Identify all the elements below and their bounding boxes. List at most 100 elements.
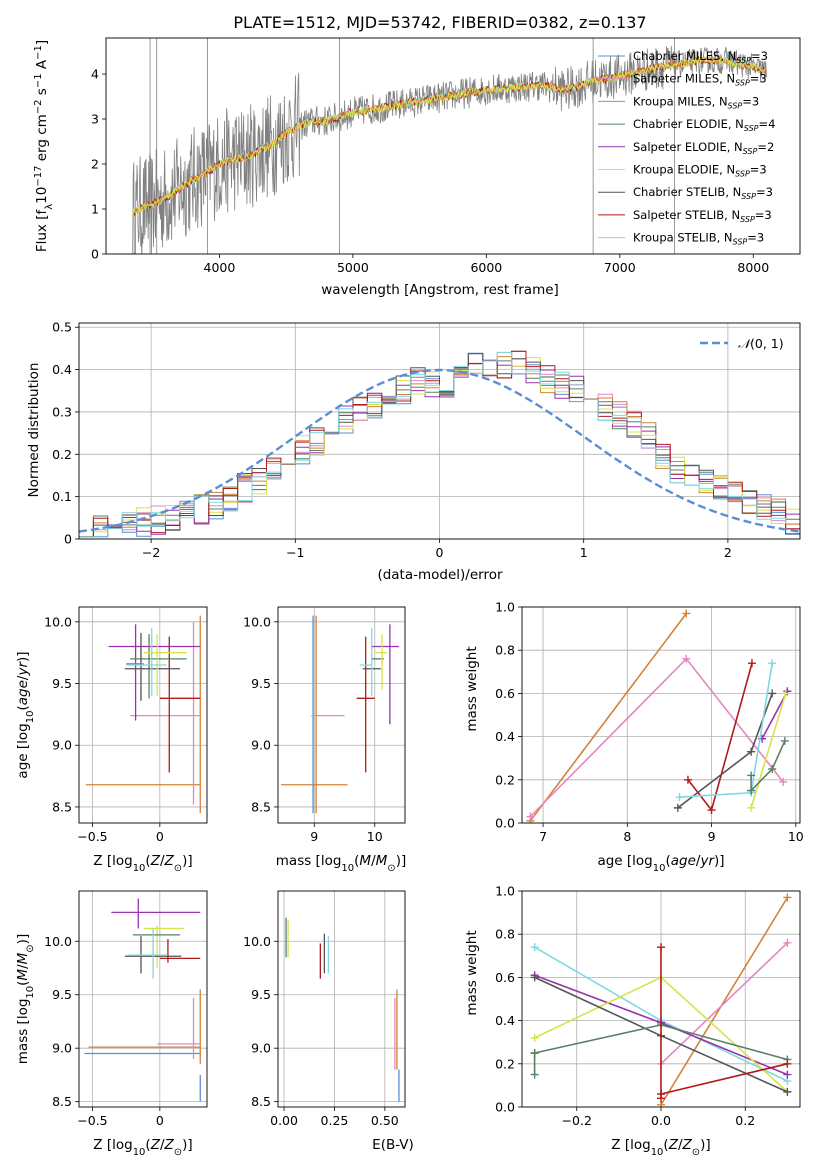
xtick-label: 8 [623,829,631,844]
series-marker-kroupa_stelib [768,659,777,668]
axes-residuals: −2 −1 0 1 2 0 0.1 0.2 0.3 0.4 0.5 [52,320,801,560]
xtick-label: 2 [724,545,732,560]
ytick-label: 8.5 [52,1094,72,1109]
ytick-label: 0 [64,532,72,547]
xtick-label: 10 [367,829,383,844]
axes-frame [277,606,406,824]
ytick-label: 9.0 [52,738,72,753]
ytick-label: 9.5 [251,676,271,691]
xtick-label: 0.0 [651,1113,671,1128]
series-marker-chabrier_elodie [530,1070,539,1079]
series-marker-salpeter_stelib [657,1094,665,1103]
series-marker-kroupa_stelib [530,943,539,952]
plot-area-mass_vs_z [84,898,201,1102]
series-line-kroupa_elodie [750,693,787,809]
age-ylabel: age [log10(age/yr)] [15,651,36,778]
series-marker-chabrier_stelib [747,747,756,756]
ytick-label: 0.4 [495,729,515,744]
ytick-label: 0.4 [52,362,72,377]
xtick-label: 6000 [470,260,502,275]
axes-frame [277,890,406,1108]
age-z-xlabel: Z [log10(Z/Z⊙)] [93,853,192,874]
mass-z-xlabel: Z [log10(Z/Z⊙)] [93,1137,192,1158]
xtick-label: −0.5 [77,829,107,844]
histogram-kroupa_stelib [79,352,800,539]
ytick-label: 0.8 [495,643,515,658]
ytick-label: 10.0 [243,614,271,629]
ytick-label: 8.5 [251,799,271,814]
ytick-label: 9.5 [52,676,72,691]
axes-age_vs_z: −0.5 0 8.5 9.0 9.5 10.0 [44,606,208,844]
legend-label-normal: 𝒩(0, 1) [738,336,784,351]
xtick-label: 0.2 [735,1113,755,1128]
axes-mass_vs_z: −0.5 0 8.5 9.0 9.5 10.0 [44,890,208,1128]
ytick-label: 0.6 [495,970,515,985]
axes-frame [105,37,801,255]
ytick-label: 0.6 [495,686,515,701]
ytick-label: 3 [91,112,99,127]
xtick-label: 10 [788,829,804,844]
series-marker-salpeter_miles [779,777,788,786]
series-marker-kroupa_miles [682,609,691,618]
ytick-label: 0.4 [495,1013,515,1028]
ytick-label: 0.0 [495,1100,515,1115]
xtick-label: 0 [156,829,164,844]
xtick-label: 0 [156,1113,164,1128]
series-marker-salpeter_stelib [783,1059,792,1068]
ytick-label: 10.0 [44,934,72,949]
ytick-label: 9.5 [52,987,72,1002]
axes-spectrum: 4000 5000 6000 7000 8000 0 1 2 3 4 [91,37,801,275]
xtick-label: −1 [286,545,304,560]
series-marker-chabrier_elodie [747,771,756,780]
legend-label-kroupa_stelib: Kroupa STELIB, NSSP=3 [633,231,764,247]
series-marker-salpeter_miles [526,812,535,821]
legend-label-chabrier_stelib: Chabrier STELIB, NSSP=3 [633,185,773,201]
ytick-label: 9.0 [251,1041,271,1056]
series-marker-kroupa_miles [783,893,792,902]
series-marker-chabrier_elodie [747,786,756,795]
normal-curve [79,368,800,533]
xtick-label: 8000 [737,260,769,275]
ytick-label: 1.0 [495,600,515,615]
series-line-salpeter_stelib [660,1063,788,1095]
xtick-label: 0 [436,545,444,560]
axes-mass_vs_ebv: 0.00 0.25 0.50 8.5 9.0 9.5 10.0 [243,890,406,1128]
series-marker-kroupa_elodie [747,803,756,812]
ytick-label: 1 [91,202,99,217]
plot-area-age_vs_z [85,615,201,814]
series-marker-chabrier_elodie [530,1049,539,1057]
xtick-label: 0.00 [270,1113,298,1128]
series-marker-chabrier_stelib [530,973,539,982]
spectrum-legend: Chabrier MILES, NSSP=3 Salpeter MILES, NS… [598,49,775,247]
legend-label-kroupa_elodie: Kroupa ELODIE, NSSP=3 [633,163,767,179]
histogram-salpeter_elodie [79,360,800,539]
legend-label-salpeter_stelib: Salpeter STELIB, NSSP=3 [633,208,772,224]
legend-label-kroupa_miles: Kroupa MILES, NSSP=3 [633,94,759,110]
ytick-label: 0.2 [52,447,72,462]
ytick-label: 0.1 [52,489,72,504]
series-marker-salpeter_stelib [707,806,716,815]
series-marker-chabrier_stelib [783,1087,792,1096]
histogram-legend: 𝒩(0, 1) [700,336,784,351]
ytick-label: 8.5 [52,799,72,814]
xtick-label: 5000 [337,260,369,275]
xtick-label: 7 [539,829,547,844]
ytick-label: 0.0 [495,816,515,831]
xtick-label: 0.25 [321,1113,349,1128]
series-marker-kroupa_elodie [530,1033,539,1042]
series-line-kroupa_miles [660,897,789,1106]
ytick-label: 9.0 [251,738,271,753]
xtick-label: −0.2 [562,1113,592,1128]
massweight-z-xlabel: Z [log10(Z/Z⊙)] [611,1137,710,1158]
axes-frame [521,606,801,824]
mass-ylabel: mass [log10(M/M⊙)] [15,934,36,1064]
series-marker-chabrier_elodie [768,765,777,773]
ytick-label: 0.5 [52,320,72,335]
axes-massweight_vs_age: 7 8 9 10 0.0 0.2 0.4 0.6 0.8 1.0 [495,600,804,845]
axes-frame [78,890,208,1108]
ytick-label: 9.5 [251,987,271,1002]
series-marker-salpeter_miles [682,654,691,663]
model-spectrum-kroupa_elodie [132,56,767,216]
